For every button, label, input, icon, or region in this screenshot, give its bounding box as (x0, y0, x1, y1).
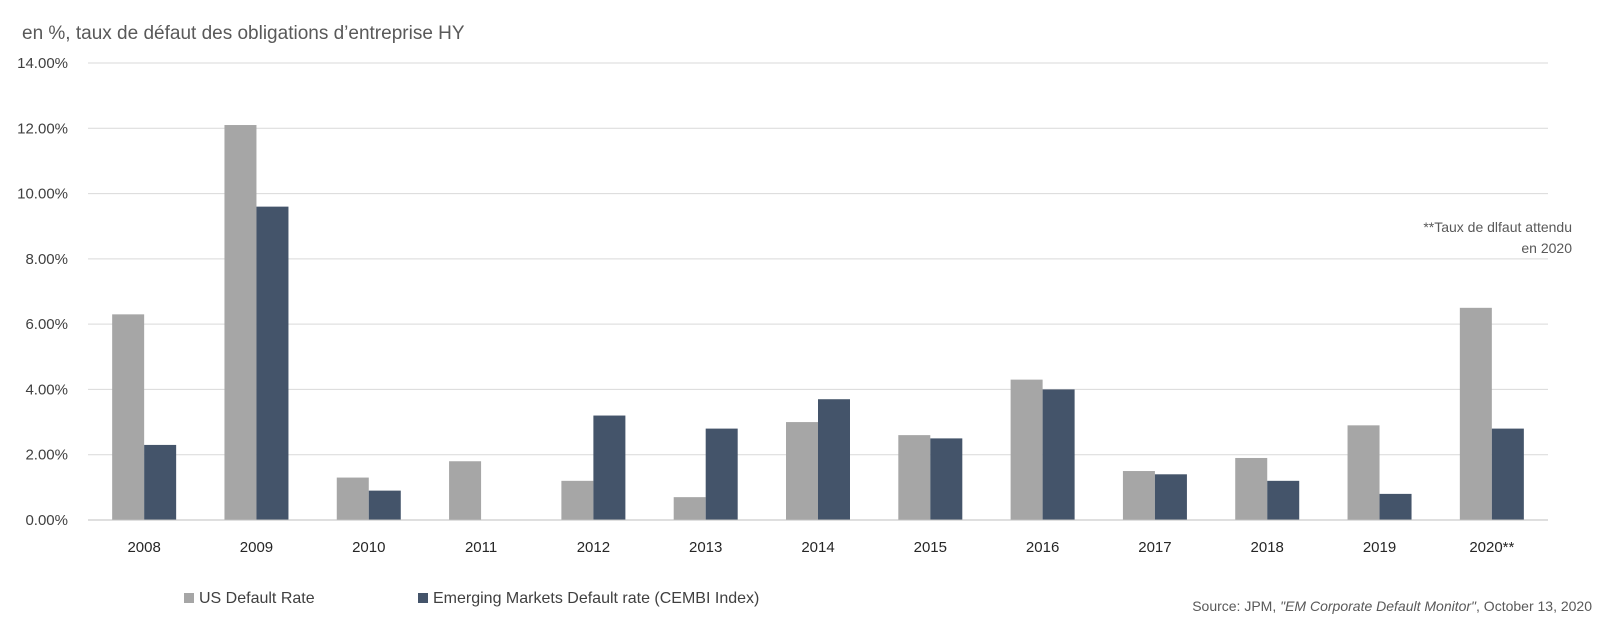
x-tick-label: 2016 (1026, 539, 1059, 556)
bar-us-2013 (673, 497, 706, 520)
bar-em-2020 (1491, 428, 1524, 520)
y-tick-label: 14.00% (17, 55, 68, 72)
source-note: Source: JPM, "EM Corporate Default Monit… (1192, 598, 1592, 614)
bar-em-2008 (144, 444, 177, 520)
y-tick-label: 12.00% (17, 120, 68, 137)
source-title: "EM Corporate Default Monitor" (1280, 598, 1477, 614)
bar-em-2013 (705, 428, 738, 520)
x-tick-label: 2017 (1138, 539, 1171, 556)
bar-us-2014 (786, 422, 818, 520)
x-tick-label: 2013 (689, 539, 722, 556)
gridlines (88, 62, 1548, 456)
bar-us-2010 (336, 477, 369, 520)
x-tick-label: 2020** (1469, 539, 1514, 556)
bar-em-2010 (368, 490, 401, 520)
note-line-1: **Taux de dlfaut attendu (1423, 219, 1572, 235)
legend: US Default Rate Emerging Markets Default… (184, 590, 759, 607)
legend-label-us: US Default Rate (199, 590, 315, 607)
x-tick-label: 2014 (801, 539, 834, 556)
x-tick-label: 2018 (1251, 539, 1284, 556)
y-tick-label: 6.00% (25, 316, 68, 333)
bar-us-2020 (1459, 307, 1492, 520)
bar-us-2019 (1347, 425, 1380, 520)
bar-us-2016 (1010, 379, 1043, 520)
y-axis-ticks: 0.00% 2.00% 4.00% 6.00% 8.00% 10.00% 12.00% 14.… (17, 55, 68, 529)
legend-label-em: Emerging Markets Default rate (CEMBI Ind… (433, 590, 759, 607)
y-tick-label: 8.00% (25, 251, 68, 268)
bar-us-2017 (1122, 471, 1155, 520)
legend-swatch-us (184, 593, 194, 603)
x-axis-ticks: 2008 2009 2010 2011 2012 2013 2014 2015 2016 2017… (127, 539, 1514, 556)
bar-us-2009 (224, 125, 257, 521)
bar-em-2018 (1267, 480, 1300, 520)
x-tick-label: 2010 (352, 539, 385, 556)
y-tick-label: 4.00% (25, 381, 68, 398)
bar-em-2009 (256, 206, 289, 520)
bar-us-2008 (112, 314, 145, 520)
bar-em-2019 (1379, 493, 1412, 520)
x-tick-label: 2019 (1363, 539, 1396, 556)
x-tick-label: 2008 (127, 539, 160, 556)
bar-us-2018 (1235, 457, 1268, 520)
x-tick-label: 2012 (577, 539, 610, 556)
note-line-2: en 2020 (1521, 240, 1572, 256)
bar-us-2015 (898, 435, 931, 520)
chart-subtitle: en %, taux de défaut des obligations d’e… (22, 23, 465, 44)
source-prefix: Source: JPM, (1192, 598, 1280, 614)
bar-us-2012 (561, 480, 594, 520)
bar-em-2016 (1042, 389, 1075, 520)
bars (112, 125, 1524, 521)
y-tick-label: 2.00% (25, 447, 68, 464)
bar-em-2014 (818, 399, 850, 520)
x-tick-label: 2015 (914, 539, 947, 556)
bar-us-2011 (449, 461, 482, 520)
bar-em-2012 (593, 415, 626, 520)
legend-swatch-em (418, 593, 428, 603)
x-tick-label: 2009 (240, 539, 273, 556)
bar-em-2015 (930, 438, 963, 520)
y-tick-label: 0.00% (25, 512, 68, 529)
x-tick-label: 2011 (465, 539, 497, 556)
source-suffix: , October 13, 2020 (1476, 598, 1592, 614)
y-tick-label: 10.00% (17, 186, 68, 203)
bar-em-2017 (1154, 474, 1187, 520)
